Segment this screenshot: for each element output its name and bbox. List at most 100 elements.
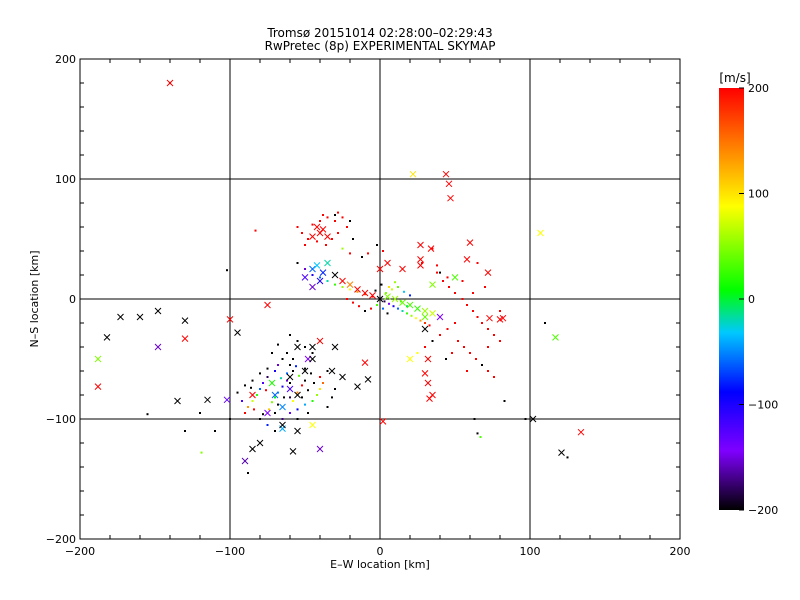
cross-stroke	[426, 395, 433, 402]
data-point-dot	[289, 364, 291, 366]
data-point-dot	[296, 340, 299, 342]
cross-stroke	[309, 343, 316, 351]
data-point-dot	[304, 346, 306, 348]
data-point-dot	[446, 276, 449, 279]
data-point-dot	[457, 340, 459, 342]
data-point-dot	[476, 432, 479, 435]
data-point-cross	[264, 301, 271, 309]
cross-stroke	[223, 396, 231, 404]
data-point-dot	[247, 472, 249, 474]
data-point-cross	[499, 314, 507, 322]
data-point-dot	[259, 418, 261, 420]
y-tick-label: −100	[46, 413, 76, 426]
data-point-dot	[436, 264, 438, 267]
data-point-cross	[331, 271, 339, 279]
data-point-cross	[354, 286, 361, 293]
data-point-dot	[388, 302, 390, 305]
data-point-dot	[268, 408, 270, 411]
cross-stroke	[154, 343, 162, 351]
data-point-cross	[384, 259, 391, 267]
data-point-cross	[429, 281, 436, 288]
cross-stroke	[376, 265, 384, 273]
cross-stroke	[409, 170, 417, 178]
data-point-cross	[417, 262, 424, 269]
data-point-cross	[558, 449, 565, 456]
data-point-dot	[256, 394, 258, 396]
data-point-cross	[289, 448, 297, 455]
data-point-dot	[445, 358, 447, 360]
data-point-dot	[419, 319, 422, 322]
data-point-dot	[499, 340, 501, 342]
data-point-dot	[286, 372, 288, 375]
data-point-dot	[334, 388, 336, 390]
data-point-cross	[328, 367, 336, 375]
data-point-dot	[331, 396, 333, 399]
data-point-dot	[415, 317, 417, 320]
cross-stroke	[301, 274, 309, 281]
data-point-dot	[280, 377, 282, 380]
x-tick-label: 100	[520, 545, 541, 558]
data-point-dot	[431, 340, 434, 342]
cross-stroke	[421, 325, 429, 333]
cross-stroke	[537, 229, 544, 237]
data-point-dot	[247, 406, 249, 408]
data-point-dot	[304, 268, 306, 270]
cross-stroke	[384, 293, 391, 300]
data-point-dot	[439, 271, 441, 274]
data-point-dot	[313, 382, 315, 384]
data-point-dot	[472, 310, 474, 312]
data-point-dot	[281, 418, 284, 420]
data-point-dot	[289, 412, 291, 414]
data-point-cross	[166, 79, 174, 87]
data-point-cross	[399, 299, 406, 306]
data-point-dot	[322, 382, 324, 384]
data-point-cross	[346, 281, 354, 288]
data-point-cross	[466, 239, 474, 246]
cross-stroke	[445, 180, 453, 188]
data-point-dot	[382, 307, 384, 310]
cross-stroke	[421, 307, 429, 315]
data-point-dot	[476, 316, 479, 318]
data-point-dot	[416, 352, 419, 354]
data-point-cross	[301, 367, 309, 375]
data-point-dot	[301, 384, 303, 387]
data-point-dot	[311, 274, 314, 276]
data-point-cross	[268, 379, 276, 387]
data-point-cross	[324, 233, 331, 240]
data-point-dot	[274, 412, 276, 414]
cross-stroke	[289, 448, 297, 455]
cross-stroke	[204, 396, 211, 404]
data-point-dot	[271, 401, 273, 404]
x-axis-label: E–W location [km]	[330, 558, 430, 571]
data-point-cross	[136, 313, 144, 321]
data-point-dot	[311, 400, 314, 402]
data-point-dot	[454, 292, 456, 294]
cross-stroke	[577, 428, 585, 436]
data-point-dot	[251, 379, 254, 382]
data-point-dot	[236, 391, 239, 394]
cross-stroke	[391, 295, 399, 303]
data-point-dot	[274, 370, 276, 372]
data-point-dot	[451, 352, 453, 354]
data-point-dot	[184, 430, 186, 432]
data-point-dot	[214, 430, 216, 432]
data-point-dot	[487, 370, 489, 372]
data-point-cross	[309, 265, 316, 273]
data-point-dot	[431, 247, 434, 250]
data-point-cross	[399, 265, 406, 273]
data-point-dot	[356, 290, 359, 293]
data-point-dot	[364, 293, 366, 296]
cross-stroke	[361, 359, 369, 366]
data-point-dot	[493, 334, 495, 336]
cross-stroke	[558, 449, 565, 456]
data-point-cross	[316, 277, 324, 285]
data-point-dot	[326, 216, 329, 219]
data-point-dot	[370, 307, 372, 310]
cross-stroke	[406, 355, 414, 363]
colorbar-ticks: 200 100 0 −100 −200	[739, 82, 778, 517]
cross-stroke	[286, 385, 294, 393]
data-point-dot	[277, 403, 279, 406]
data-point-cross	[354, 383, 361, 390]
data-point-dot	[244, 412, 246, 414]
cross-stroke	[271, 391, 279, 399]
